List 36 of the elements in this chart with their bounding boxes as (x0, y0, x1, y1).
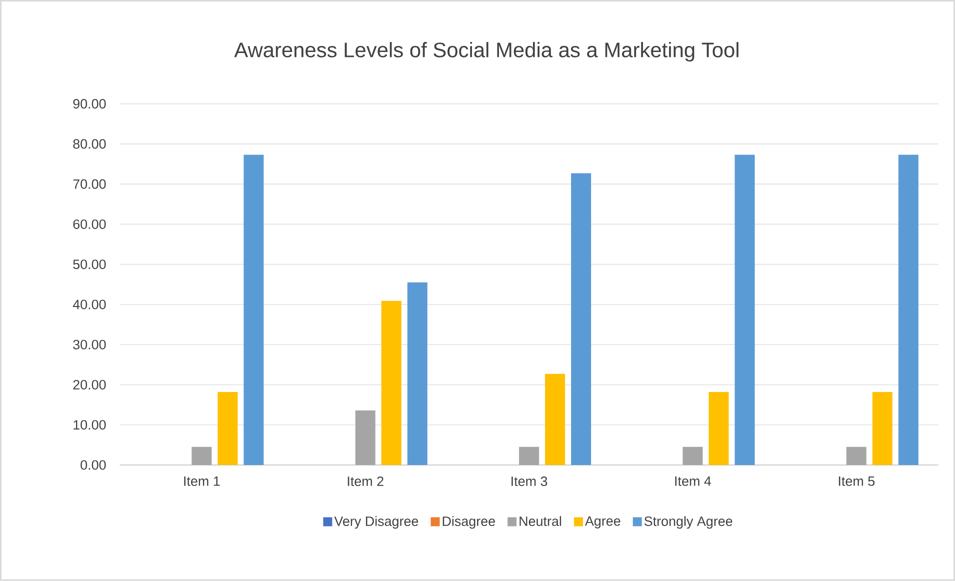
legend-label: Disagree (442, 516, 495, 529)
bar (519, 447, 540, 466)
y-tick-label: 0.00 (80, 460, 106, 470)
y-tick-label: 30.00 (73, 340, 106, 350)
bar (407, 282, 428, 466)
bar (571, 173, 592, 466)
legend-label: Agree (584, 516, 620, 529)
x-tick-label: Item 1 (184, 476, 220, 486)
y-tick-label: 20.00 (73, 380, 106, 390)
y-tick-label: 10.00 (74, 420, 106, 430)
bar (355, 410, 376, 466)
chart-title: Awareness Levels of Social Media as a Marketing Tool (234, 42, 738, 62)
legend-label: Neutral (520, 516, 562, 526)
bar (244, 154, 264, 466)
bar (381, 300, 402, 466)
legend-label: Very Disagree (334, 516, 418, 529)
bar (734, 154, 755, 466)
bar (846, 447, 866, 466)
bar (898, 154, 918, 466)
x-tick-label: Item 3 (512, 476, 548, 486)
bar (872, 392, 892, 466)
y-tick-label: 90.00 (73, 99, 106, 109)
bar (218, 392, 238, 466)
bar (682, 447, 703, 466)
x-tick-label: Item 2 (348, 476, 384, 486)
x-tick-label: Item 5 (838, 476, 875, 486)
x-tick-label: Item 4 (675, 476, 712, 486)
legend-label: Strongly Agree (644, 516, 732, 529)
bar (192, 447, 212, 466)
y-tick-label: 80.00 (73, 139, 106, 149)
bar (545, 374, 566, 466)
y-tick-label: 40.00 (72, 300, 106, 310)
bar (708, 392, 729, 466)
y-tick-label: 60.00 (73, 220, 106, 230)
y-tick-label: 70.00 (73, 179, 106, 189)
y-tick-label: 50.00 (73, 260, 106, 270)
